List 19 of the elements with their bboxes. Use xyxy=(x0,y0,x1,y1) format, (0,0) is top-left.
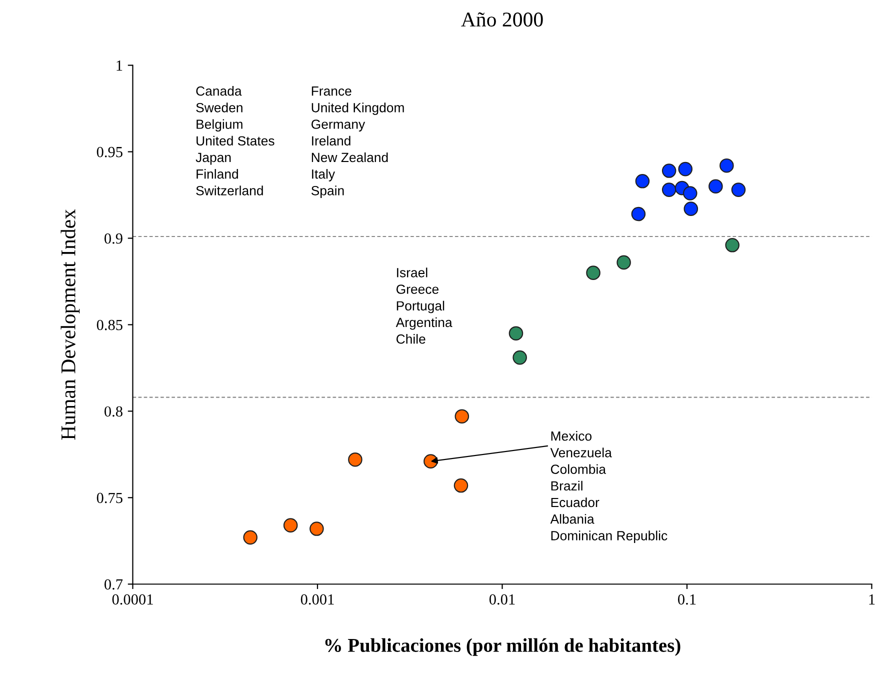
x-tick-label: 0.0001 xyxy=(112,594,153,605)
x-tick-label: 0.1 xyxy=(678,594,696,605)
y-axis-title: Human Development Index xyxy=(60,209,80,440)
annotation: France United Kingdom Germany Ireland New Zealand Italy Spain xyxy=(311,86,404,198)
y-tick-label: 0.8 xyxy=(104,406,122,417)
x-axis-title: % Publicaciones (por millón de habitantes) xyxy=(325,638,680,656)
x-tick-label: 0.001 xyxy=(300,594,334,605)
x-tick-label: 1 xyxy=(869,594,875,604)
y-tick-label: 0.9 xyxy=(104,233,122,244)
chart-title: Año 2000 xyxy=(461,12,543,27)
y-tick-label: 0.85 xyxy=(96,320,122,330)
annotation: Canada Sweden Belgium United States Japan Finland Switzerland xyxy=(196,86,274,196)
annotation: Mexico Venezuela Colombia Brazil Ecuador Albania Dominican Republic xyxy=(550,431,668,543)
y-tick-label: 0.95 xyxy=(96,146,122,158)
annotation: Israel Greece Portugal Argentina Chile xyxy=(396,268,452,344)
y-tick-label: 0.7 xyxy=(104,579,123,590)
y-tick-label: 0.75 xyxy=(96,492,122,504)
x-tick-label: 0.01 xyxy=(489,594,515,605)
y-tick-label: 1 xyxy=(116,60,122,71)
